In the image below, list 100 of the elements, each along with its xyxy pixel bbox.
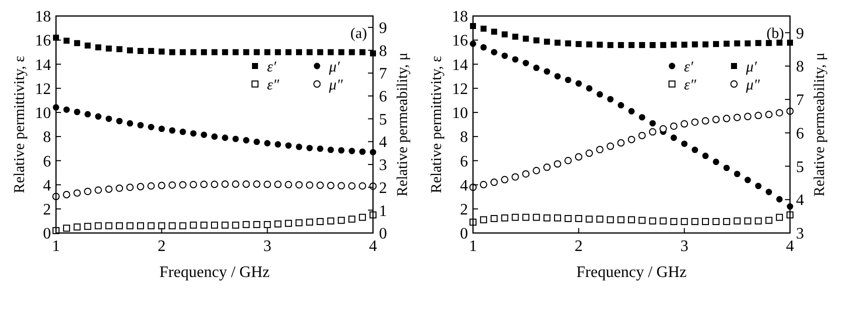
annotation: (b): [766, 26, 784, 42]
point: [338, 182, 345, 190]
y2-tick-label: 3: [796, 226, 804, 243]
point: [169, 127, 176, 134]
point: [502, 52, 508, 59]
y2-tick-label: 4: [379, 134, 387, 152]
point: [138, 48, 144, 54]
point: [137, 122, 144, 128]
point: [722, 114, 730, 122]
point: [702, 41, 708, 48]
y-tick-label: 2: [43, 201, 51, 218]
point: [264, 180, 272, 188]
point: [586, 150, 593, 157]
legend-label: ε′: [684, 59, 694, 76]
point: [596, 91, 603, 98]
point: [554, 214, 562, 222]
y-tick-label: 18: [35, 8, 51, 26]
point: [106, 116, 112, 122]
x-tick-label: 2: [158, 238, 166, 255]
point: [564, 156, 572, 164]
point: [639, 42, 646, 48]
point: [148, 222, 155, 230]
x-tick-label: 3: [680, 238, 688, 255]
point: [480, 44, 487, 51]
point: [359, 148, 366, 155]
y2-tick-label: 8: [379, 42, 387, 60]
point: [638, 216, 646, 224]
point: [84, 111, 91, 118]
point: [168, 222, 176, 230]
point: [702, 218, 709, 226]
y-tick-label: 6: [460, 153, 468, 170]
point: [84, 222, 92, 230]
point: [264, 49, 270, 56]
point: [734, 170, 740, 178]
point: [522, 60, 530, 66]
point: [490, 215, 498, 222]
point: [306, 181, 314, 189]
point: [565, 40, 572, 46]
point: [84, 188, 92, 196]
point: [596, 146, 604, 154]
point: [744, 112, 752, 120]
point: [274, 141, 282, 148]
point: [650, 42, 656, 48]
point: [338, 216, 345, 224]
point: [358, 182, 366, 190]
point: [359, 49, 366, 56]
point: [733, 114, 741, 122]
point: [169, 49, 176, 56]
point: [607, 96, 614, 102]
point: [532, 166, 540, 174]
point: [221, 180, 229, 188]
point: [74, 108, 80, 116]
point: [490, 48, 498, 56]
point: [512, 56, 518, 63]
point: [606, 216, 614, 224]
point: [574, 153, 582, 161]
y-tick-label: 8: [43, 129, 51, 146]
point: [296, 144, 302, 150]
legend-label: ε′: [267, 59, 277, 76]
point: [63, 224, 70, 232]
y-tick-label: 0: [460, 226, 468, 243]
point: [692, 41, 698, 48]
point: [105, 222, 112, 230]
point: [306, 144, 313, 152]
point: [692, 146, 698, 154]
point: [211, 133, 218, 140]
point: [222, 134, 228, 141]
point: [358, 214, 366, 221]
point: [284, 180, 292, 188]
y-tick-label: 12: [452, 80, 468, 98]
point: [776, 196, 783, 202]
point: [638, 132, 646, 140]
point: [670, 42, 677, 48]
point: [126, 184, 134, 192]
point: [348, 182, 356, 190]
point: [168, 181, 176, 189]
y-axis-title: Relative permittivity, ε: [12, 56, 28, 194]
point: [724, 40, 730, 47]
x-tick-label: 3: [263, 238, 272, 255]
y2-axis-title: Relative permeability, μ: [395, 52, 411, 197]
point: [586, 216, 593, 223]
point: [296, 49, 302, 56]
x-axis-title: Frequency / GHz: [159, 264, 270, 281]
point: [316, 182, 324, 189]
point: [596, 42, 603, 48]
point: [243, 49, 250, 56]
point: [95, 44, 102, 50]
point: [501, 176, 508, 184]
point: [274, 220, 282, 228]
point: [348, 49, 355, 56]
point: [232, 49, 239, 56]
y2-tick-label: 6: [796, 125, 804, 142]
y2-tick-label: 7: [796, 92, 804, 110]
y-tick-label: 14: [35, 56, 51, 74]
point: [328, 146, 334, 154]
point: [243, 137, 250, 144]
point: [253, 180, 260, 188]
point: [649, 120, 656, 126]
point: [754, 217, 762, 224]
point: [190, 180, 198, 188]
